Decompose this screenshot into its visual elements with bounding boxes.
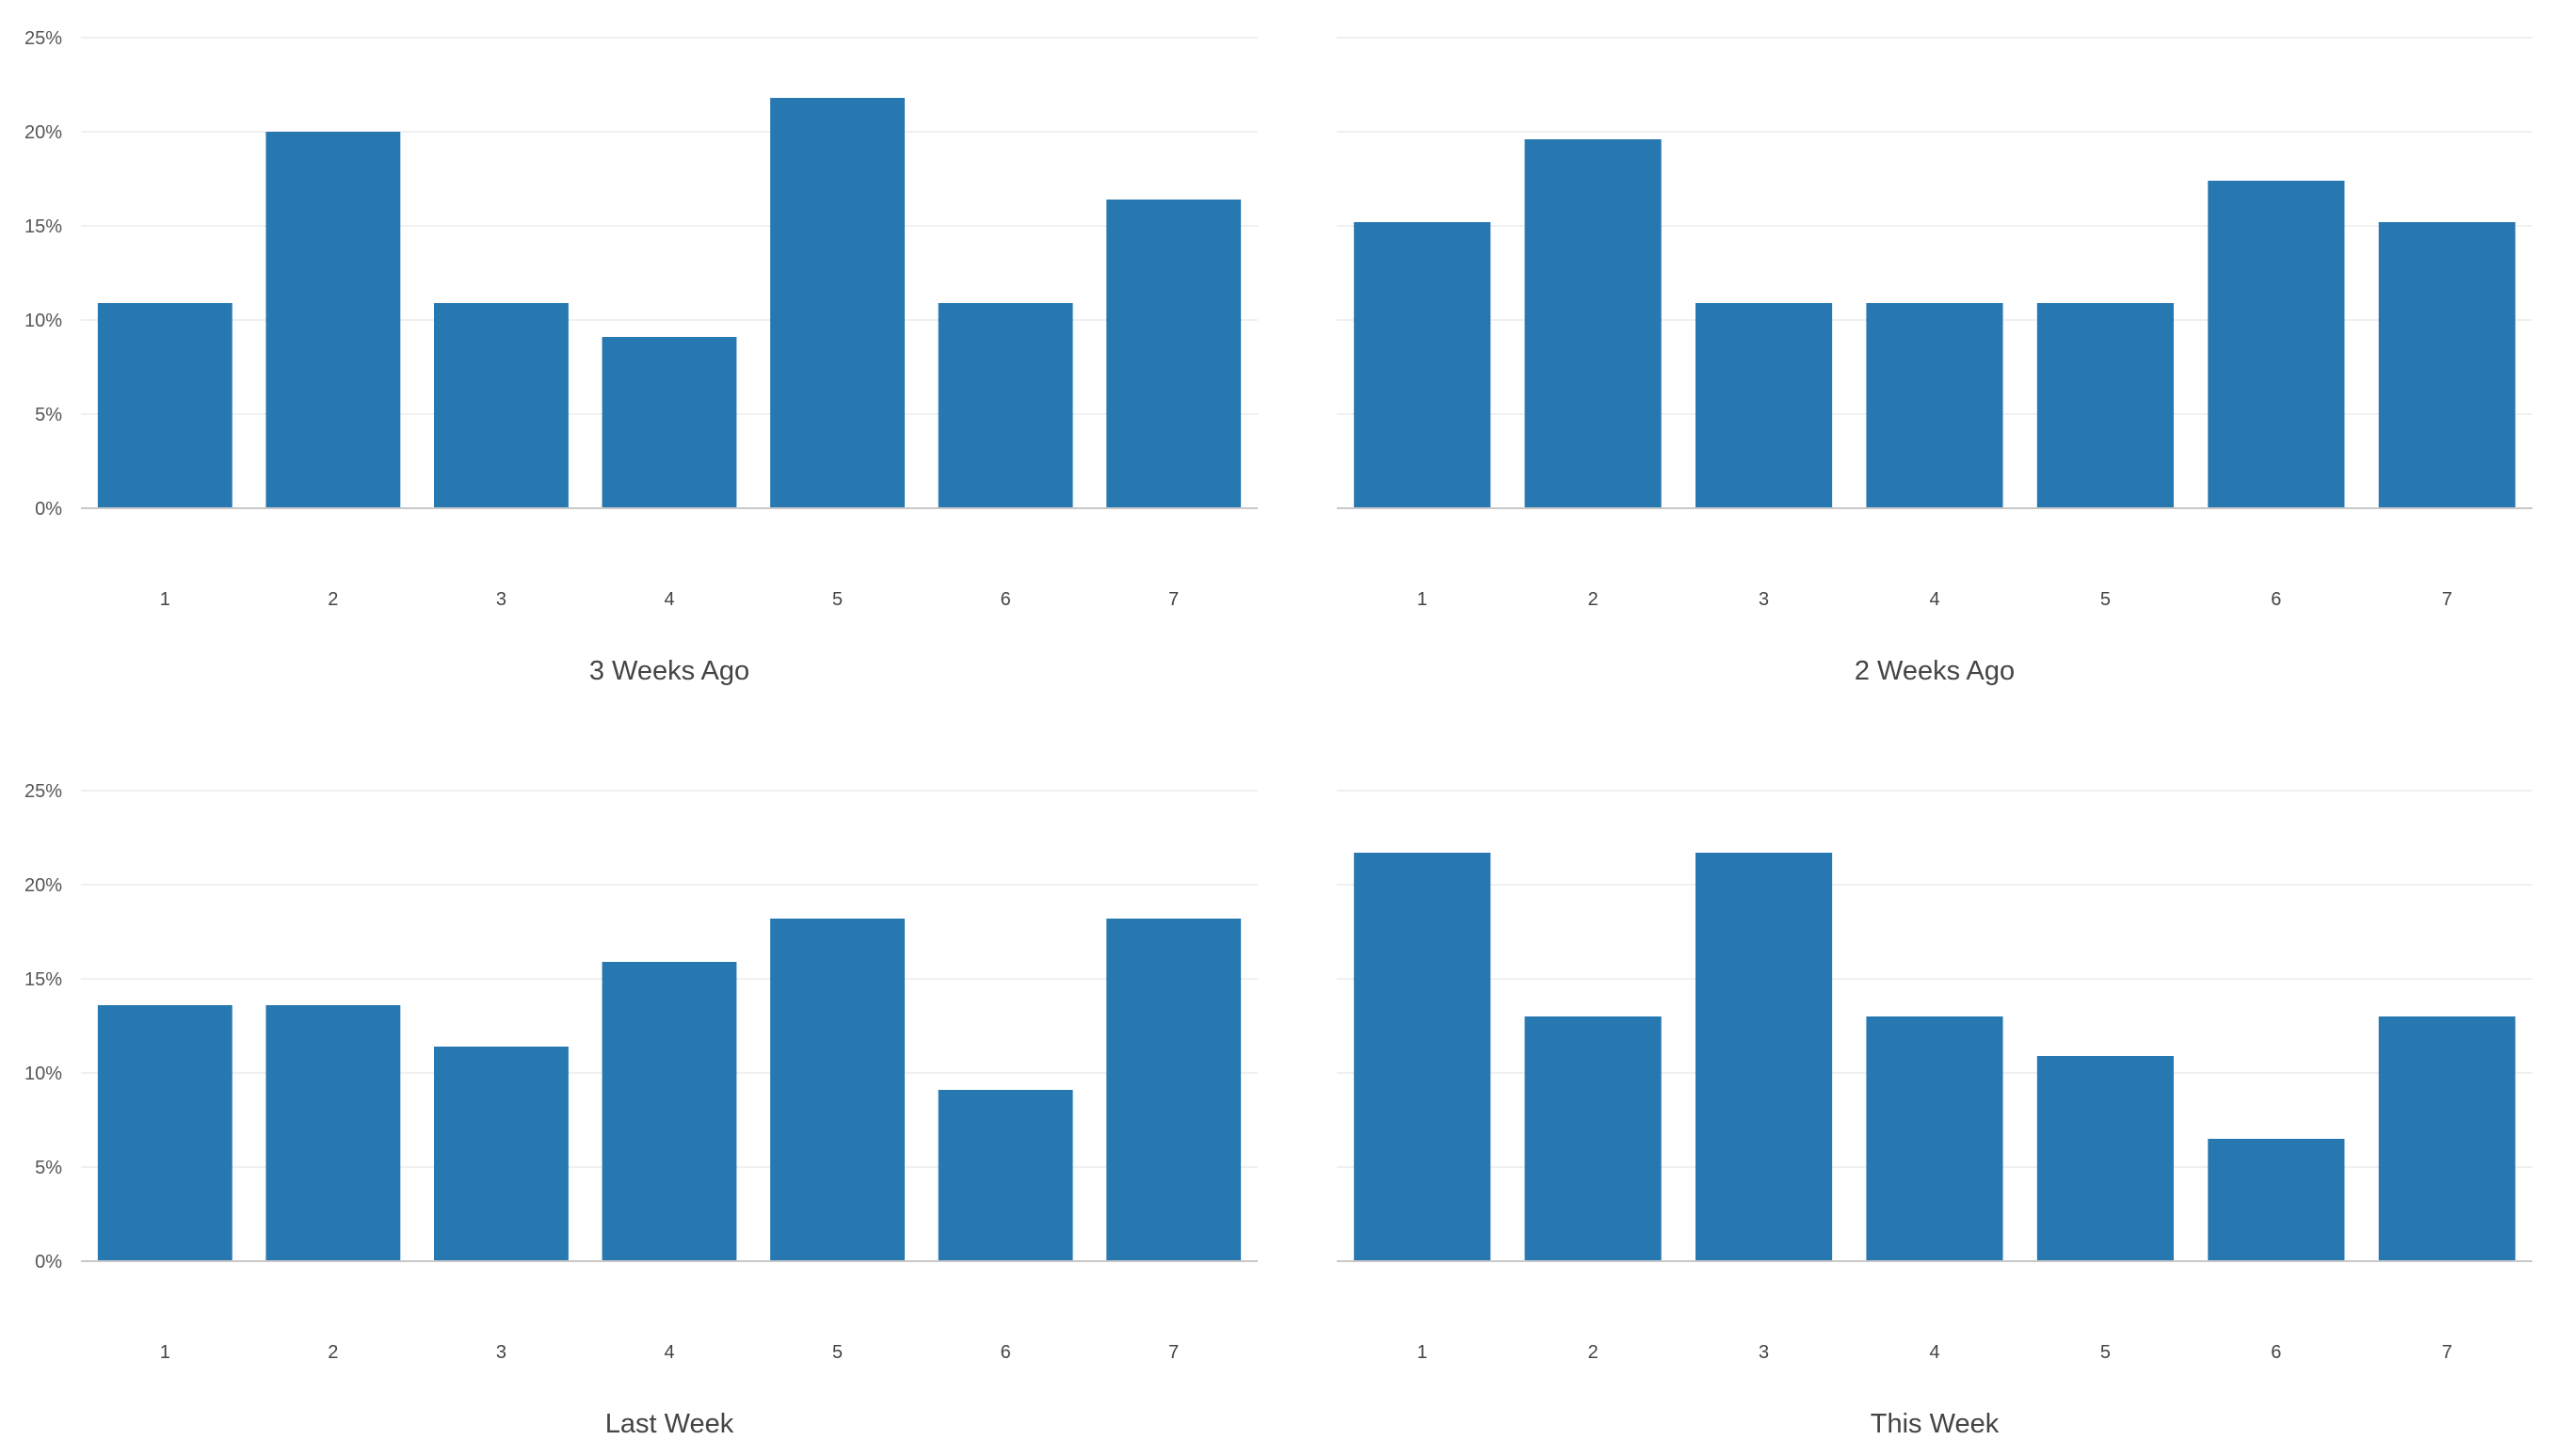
bar: [434, 303, 569, 508]
x-tick-label: 4: [1929, 1342, 1939, 1363]
bar: [1866, 303, 2003, 508]
x-tick-label: 3: [496, 1342, 506, 1363]
x-tick-label: 5: [832, 589, 843, 610]
x-tick-label: 4: [1929, 589, 1939, 610]
bar: [2036, 1056, 2174, 1261]
y-tick-label: 20%: [24, 875, 62, 896]
x-tick-label: 1: [1417, 589, 1427, 610]
x-tick-label: 7: [2442, 589, 2452, 610]
x-tick-label: 5: [2100, 589, 2111, 610]
x-tick-label: 7: [2442, 1342, 2452, 1363]
x-tick-label: 2: [1588, 1342, 1599, 1363]
bar: [265, 132, 401, 508]
x-tick-label: 5: [832, 1342, 843, 1363]
y-tick-label: 10%: [24, 311, 62, 331]
x-tick-label: 7: [1168, 589, 1179, 610]
x-tick-label: 1: [160, 589, 170, 610]
bar: [1866, 1016, 2003, 1261]
y-tick-label: 10%: [24, 1064, 62, 1084]
bar: [1354, 853, 1491, 1261]
x-tick-label: 1: [1417, 1342, 1427, 1363]
chart-title: This Week: [1871, 1409, 2000, 1439]
x-tick-label: 2: [328, 1342, 338, 1363]
y-tick-label: 5%: [35, 405, 62, 425]
bar: [1106, 200, 1242, 508]
bar: [602, 337, 737, 508]
chart-title: 2 Weeks Ago: [1855, 656, 2015, 686]
bar: [2378, 1016, 2515, 1261]
bar: [938, 303, 1073, 508]
x-tick-label: 6: [2271, 589, 2281, 610]
bar: [434, 1047, 569, 1261]
x-tick-label: 6: [2271, 1342, 2281, 1363]
y-tick-label: 25%: [24, 781, 62, 802]
bar: [2036, 303, 2174, 508]
x-tick-label: 7: [1168, 1342, 1179, 1363]
bar: [1524, 1016, 1662, 1261]
y-tick-label: 0%: [35, 499, 62, 520]
chart-panel-1: 0% 5% 10% 15% 20% 25% 1 2 3 4 5 6 7 3 Weeks Ago: [24, 28, 1258, 686]
y-tick-label: 5%: [35, 1158, 62, 1178]
bar: [97, 303, 233, 508]
bar: [2378, 222, 2515, 508]
bar: [1354, 222, 1491, 508]
x-tick-label: 6: [1001, 589, 1011, 610]
x-tick-label: 2: [328, 589, 338, 610]
x-tick-label: 6: [1001, 1342, 1011, 1363]
y-tick-label: 15%: [24, 969, 62, 990]
chart-panel-4: 1 2 3 4 5 6 7 This Week: [1337, 790, 2532, 1439]
x-tick-label: 4: [664, 589, 674, 610]
x-tick-label: 5: [2100, 1342, 2111, 1363]
chart-panel-2: 1 2 3 4 5 6 7 2 Weeks Ago: [1337, 37, 2532, 686]
x-tick-label: 3: [1759, 1342, 1769, 1363]
x-tick-label: 4: [664, 1342, 674, 1363]
bar: [1106, 919, 1242, 1261]
bar: [1524, 139, 1662, 508]
bar: [97, 1005, 233, 1261]
y-tick-label: 15%: [24, 216, 62, 237]
bar: [602, 962, 737, 1261]
chart-panel-3: 0% 5% 10% 15% 20% 25% 1 2 3 4 5 6 7 Last Week: [24, 781, 1258, 1439]
chart-title: 3 Weeks Ago: [589, 656, 749, 686]
x-tick-label: 3: [496, 589, 506, 610]
bar: [1695, 853, 1833, 1261]
bar: [265, 1005, 401, 1261]
bar: [2208, 181, 2345, 508]
bar: [2208, 1139, 2345, 1261]
y-tick-label: 25%: [24, 28, 62, 49]
x-tick-label: 3: [1759, 589, 1769, 610]
chart-title: Last Week: [605, 1409, 734, 1439]
x-tick-label: 1: [160, 1342, 170, 1363]
y-tick-label: 0%: [35, 1252, 62, 1272]
x-tick-label: 2: [1588, 589, 1599, 610]
bar: [938, 1090, 1073, 1261]
bar: [1695, 303, 1833, 508]
y-tick-label: 20%: [24, 122, 62, 143]
bar: [770, 98, 905, 508]
bar: [770, 919, 905, 1261]
